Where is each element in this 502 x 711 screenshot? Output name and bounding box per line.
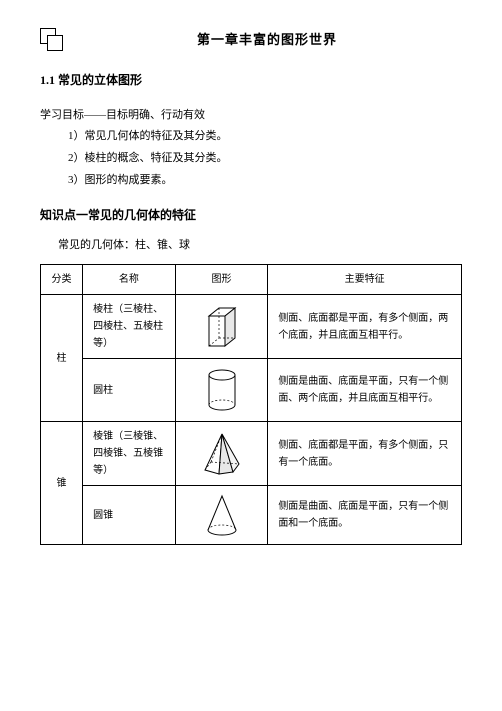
table-header-row: 分类 名称 图形 主要特征 <box>41 265 462 295</box>
objective-item: 2）棱柱的概念、特征及其分类。 <box>68 149 462 169</box>
cone-icon <box>201 492 243 538</box>
prism-icon <box>201 302 243 352</box>
category-cell: 柱 <box>41 295 83 422</box>
knowledge-title: 知识点一常见的几何体的特征 <box>40 205 462 227</box>
objective-item: 1）常见几何体的特征及其分类。 <box>68 127 462 147</box>
feature-cell: 侧面、底面都是平面，有多个侧面，两个底面，并且底面互相平行。 <box>268 295 462 359</box>
objectives-list: 1）常见几何体的特征及其分类。 2）棱柱的概念、特征及其分类。 3）图形的构成要… <box>40 127 462 190</box>
objectives-title: 学习目标——目标明确、行动有效 <box>40 106 462 126</box>
header-feature: 主要特征 <box>268 265 462 295</box>
objective-item: 3）图形的构成要素。 <box>68 171 462 191</box>
logo-icon <box>40 28 64 52</box>
feature-cell: 侧面是曲面、底面是平面，只有一个侧面和一个底面。 <box>268 486 462 545</box>
category-cell: 锥 <box>41 422 83 545</box>
table-row: 锥 棱锥（三棱锥、四棱锥、五棱锥等） 侧面、底面都是平面，有多个侧面，只有一个底… <box>41 422 462 486</box>
table-row: 圆锥 侧面是曲面、底面是平面，只有一个侧面和一个底面。 <box>41 486 462 545</box>
chapter-title: 第一章丰富的图形世界 <box>72 28 462 51</box>
cylinder-icon <box>202 365 242 415</box>
table-row: 圆柱 侧面是曲面、底面是平面，只有一个侧面、两个底面，并且底面互相平行。 <box>41 359 462 422</box>
shape-cell-prism <box>175 295 268 359</box>
header-row: 第一章丰富的图形世界 <box>40 28 462 52</box>
geometry-subtitle: 常见的几何体：柱、锥、球 <box>40 236 462 256</box>
shape-cell-pyramid <box>175 422 268 486</box>
name-cell: 圆锥 <box>83 486 176 545</box>
header-shape: 图形 <box>175 265 268 295</box>
header-category: 分类 <box>41 265 83 295</box>
name-cell: 圆柱 <box>83 359 176 422</box>
shape-cell-cylinder <box>175 359 268 422</box>
table-row: 柱 棱柱（三棱柱、四棱柱、五棱柱等） 侧面、底面都是平面，有多个侧面，两个底面，… <box>41 295 462 359</box>
feature-cell: 侧面是曲面、底面是平面，只有一个侧面、两个底面，并且底面互相平行。 <box>268 359 462 422</box>
section-title: 1.1 常见的立体图形 <box>40 70 462 92</box>
header-name: 名称 <box>83 265 176 295</box>
name-cell: 棱锥（三棱锥、四棱锥、五棱锥等） <box>83 422 176 486</box>
shape-cell-cone <box>175 486 268 545</box>
pyramid-icon <box>199 430 245 478</box>
name-cell: 棱柱（三棱柱、四棱柱、五棱柱等） <box>83 295 176 359</box>
geometry-table: 分类 名称 图形 主要特征 柱 棱柱（三棱柱、四棱柱、五棱柱等） 侧面、底面都是… <box>40 264 462 545</box>
feature-cell: 侧面、底面都是平面，有多个侧面，只有一个底面。 <box>268 422 462 486</box>
